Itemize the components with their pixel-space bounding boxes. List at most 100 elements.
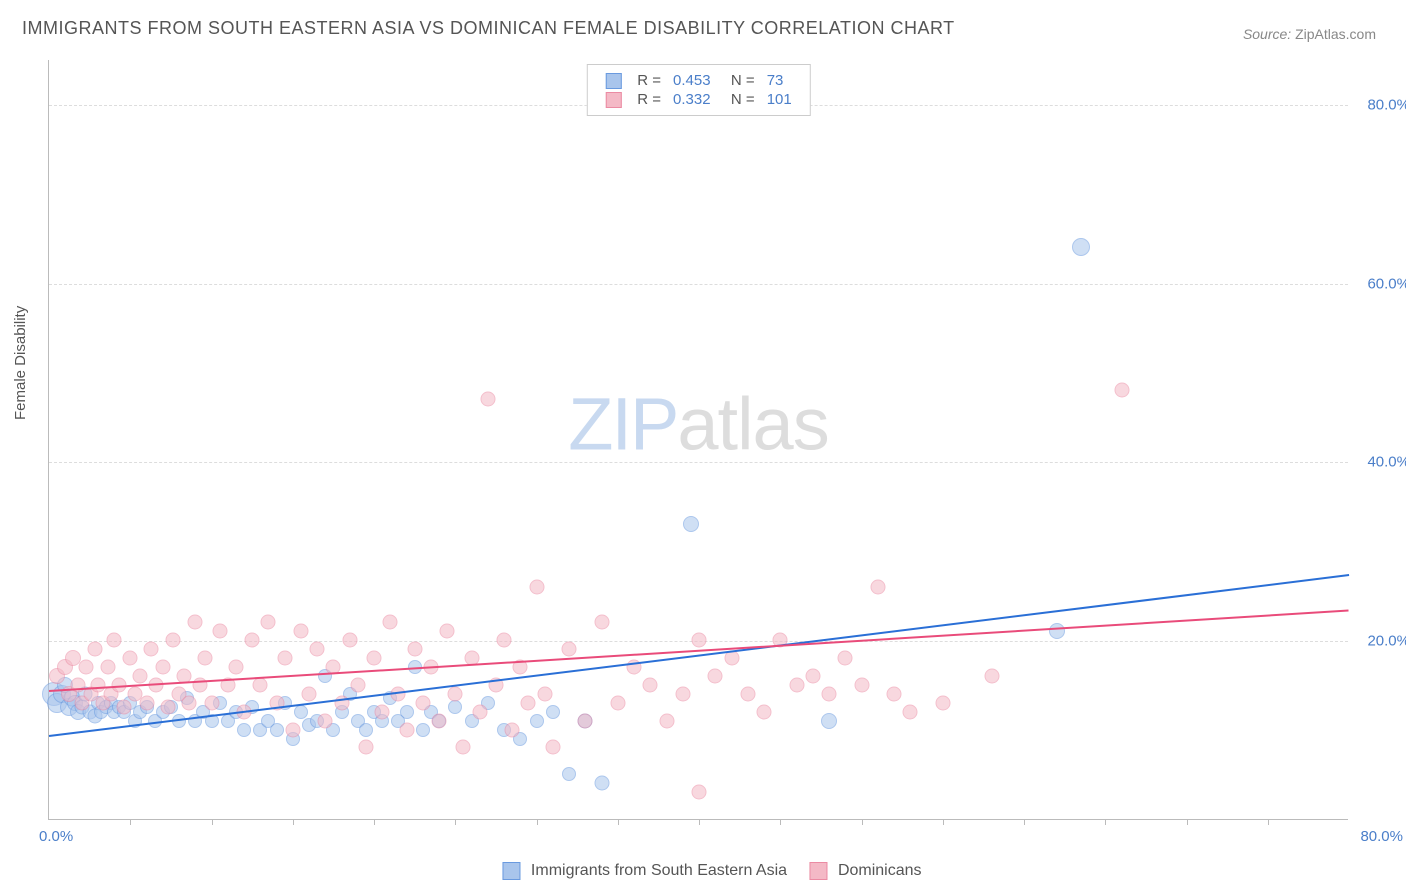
scatter-chart: R = 0.453 N = 73 R = 0.332 N = 101 ZIPat… <box>48 60 1348 820</box>
data-point <box>107 633 122 648</box>
legend-swatch-blue <box>502 862 520 880</box>
data-point <box>692 633 707 648</box>
data-point <box>497 633 512 648</box>
legend-swatch-series2 <box>605 92 621 108</box>
legend-r-value-series2: 0.332 <box>667 90 717 109</box>
x-tick <box>212 819 213 825</box>
legend-r-value-series1: 0.453 <box>667 71 717 90</box>
data-point <box>546 705 560 719</box>
data-point <box>79 660 94 675</box>
data-point <box>578 713 593 728</box>
y-tick-label: 40.0% <box>1367 454 1406 471</box>
data-point <box>399 722 414 737</box>
data-point <box>155 660 170 675</box>
data-point <box>448 686 463 701</box>
legend-r-label: R = <box>631 90 667 109</box>
data-point <box>204 695 219 710</box>
data-point <box>400 705 414 719</box>
legend-r-label: R = <box>631 71 667 90</box>
data-point <box>594 776 609 791</box>
data-point <box>165 633 180 648</box>
data-point <box>116 700 131 715</box>
data-point <box>692 785 707 800</box>
data-point <box>1049 623 1065 639</box>
data-point <box>935 695 950 710</box>
data-point <box>757 704 772 719</box>
data-point <box>530 714 544 728</box>
data-point <box>270 723 284 737</box>
data-point <box>294 705 308 719</box>
data-point <box>228 660 243 675</box>
data-point <box>293 624 308 639</box>
data-point <box>448 700 462 714</box>
data-point <box>440 624 455 639</box>
data-point <box>375 704 390 719</box>
data-point <box>521 695 536 710</box>
x-tick <box>293 819 294 825</box>
watermark: ZIPatlas <box>568 382 828 467</box>
data-point <box>610 695 625 710</box>
watermark-part2: atlas <box>677 383 828 466</box>
watermark-part1: ZIP <box>568 383 677 466</box>
data-point <box>407 642 422 657</box>
gridline <box>49 284 1348 285</box>
data-point <box>302 686 317 701</box>
x-tick <box>374 819 375 825</box>
x-axis-max-label: 80.0% <box>1360 828 1403 845</box>
x-tick <box>618 819 619 825</box>
data-point <box>87 642 102 657</box>
legend-swatch-series1 <box>605 73 621 89</box>
correlation-legend: R = 0.453 N = 73 R = 0.332 N = 101 <box>586 64 810 116</box>
data-point <box>253 677 268 692</box>
x-tick <box>1105 819 1106 825</box>
data-point <box>854 677 869 692</box>
data-point <box>562 767 576 781</box>
data-point <box>198 651 213 666</box>
data-point <box>261 615 276 630</box>
data-point <box>358 740 373 755</box>
data-point <box>887 686 902 701</box>
x-tick <box>1187 819 1188 825</box>
data-point <box>545 740 560 755</box>
data-point <box>683 516 699 532</box>
legend-n-value-series2: 101 <box>761 90 798 109</box>
data-point <box>181 695 196 710</box>
x-tick <box>780 819 781 825</box>
data-point <box>350 677 365 692</box>
data-point <box>123 651 138 666</box>
data-point <box>367 651 382 666</box>
source-attribution: Source: ZipAtlas.com <box>1243 26 1376 42</box>
data-point <box>822 686 837 701</box>
data-point <box>537 686 552 701</box>
data-point <box>318 713 333 728</box>
data-point <box>277 651 292 666</box>
series-legend: Immigrants from South Eastern Asia Domin… <box>484 862 921 880</box>
x-axis-min-label: 0.0% <box>39 828 73 845</box>
data-point <box>480 391 495 406</box>
data-point <box>416 723 430 737</box>
data-point <box>415 695 430 710</box>
data-point <box>529 579 544 594</box>
data-point <box>472 704 487 719</box>
data-point <box>708 668 723 683</box>
data-point <box>285 722 300 737</box>
data-point <box>188 615 203 630</box>
data-point <box>740 686 755 701</box>
legend-n-label: N = <box>717 90 761 109</box>
data-point <box>133 668 148 683</box>
data-point <box>212 624 227 639</box>
x-tick <box>943 819 944 825</box>
data-point <box>805 668 820 683</box>
data-point <box>821 713 837 729</box>
data-point <box>984 668 999 683</box>
data-point <box>342 633 357 648</box>
chart-title: IMMIGRANTS FROM SOUTH EASTERN ASIA VS DO… <box>22 18 955 39</box>
y-tick-label: 80.0% <box>1367 96 1406 113</box>
x-tick <box>862 819 863 825</box>
data-point <box>144 642 159 657</box>
legend-label-series1: Immigrants from South Eastern Asia <box>531 862 787 879</box>
legend-label-series2: Dominicans <box>838 862 922 879</box>
data-point <box>838 651 853 666</box>
legend-swatch-pink <box>809 862 827 880</box>
y-tick-label: 20.0% <box>1367 633 1406 650</box>
